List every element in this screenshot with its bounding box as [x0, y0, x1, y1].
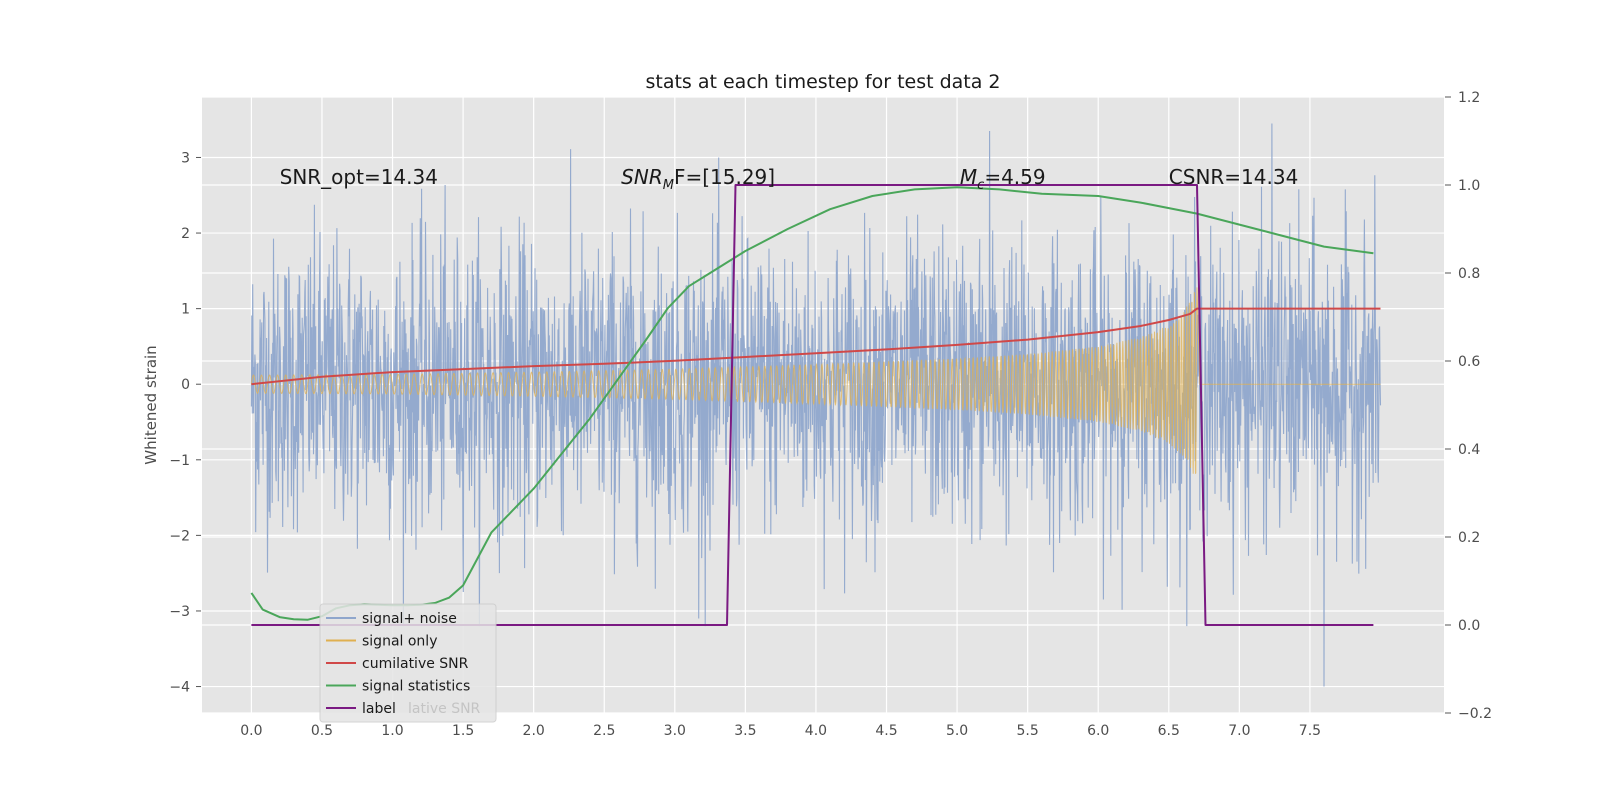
y-tick-label: −1	[169, 453, 190, 469]
legend-entry-label: signal only	[362, 634, 437, 650]
x-tick-label: 4.5	[875, 723, 897, 739]
chart-title: stats at each timestep for test data 2	[645, 71, 1000, 93]
x-tick-label: 7.5	[1299, 723, 1321, 739]
legend-entry-label: signal statistics	[362, 679, 470, 695]
series-cumulative-snr	[251, 307, 1381, 386]
annotation-text: SNRMF=[15.29]	[621, 165, 775, 193]
y-tick-label: −4	[169, 680, 190, 696]
annotations: SNR_opt=14.34 SNRMF=[15.29] Mc=4.59 CSNR=14…	[280, 165, 1299, 193]
x-tick-label: 4.0	[805, 723, 827, 739]
legend-entry-label: cumilative SNR	[362, 656, 469, 672]
y-tick-label: 0	[181, 377, 190, 393]
x-tick-label: 0.5	[311, 723, 333, 739]
x-tick-label: 5.5	[1017, 723, 1039, 739]
x-tick-label: 6.5	[1158, 723, 1180, 739]
annotation-text: CSNR=14.34	[1169, 165, 1299, 189]
x-tick-label: 2.0	[523, 723, 545, 739]
y2-tick-label: 0.6	[1458, 354, 1480, 370]
y2-tick-label: 1.2	[1458, 90, 1480, 106]
y2-tick-label: 1.0	[1458, 178, 1480, 194]
x-tick-label: 3.5	[734, 723, 756, 739]
y-tick-label: −3	[169, 604, 190, 620]
legend-entry-label: signal+ noise	[362, 611, 457, 627]
annotation-text: Mc=4.59	[960, 165, 1046, 193]
y2-tick-label: 0.4	[1458, 442, 1480, 458]
x-tick-label: 1.5	[452, 723, 474, 739]
legend-background-text: lative SNR	[408, 701, 481, 717]
y-tick-label: 2	[181, 226, 190, 242]
y-tick-label: −2	[169, 528, 190, 544]
y2-tick-label: −0.2	[1458, 706, 1492, 722]
y2-tick-label: 0.2	[1458, 530, 1480, 546]
series-signal-only	[250, 287, 1381, 474]
y-axis-label: Whitened strain	[142, 345, 160, 464]
legend-entry-label: label	[362, 701, 396, 717]
x-tick-label: 3.0	[664, 723, 686, 739]
x-tick-label: 6.0	[1087, 723, 1109, 739]
legend: lative SNR signal+ noise signal only cumila…	[319, 603, 497, 723]
x-tick-label: 2.5	[593, 723, 615, 739]
x-tick-label: 7.0	[1228, 723, 1250, 739]
axes: 0.0 0.5 1.0 1.5 2.0 2.5 3.0 3.5 4.0 4.5 5.0 5.5 6.0 6…	[169, 90, 1492, 739]
annotation-text: SNR_opt=14.34	[280, 165, 438, 189]
series-label	[251, 184, 1374, 626]
y2-tick-label: 0.8	[1458, 266, 1480, 282]
y-tick-label: 1	[181, 302, 190, 318]
y-tick-label: 3	[181, 150, 190, 166]
y2-tick-label: 0.0	[1458, 618, 1480, 634]
x-tick-label: 5.0	[946, 723, 968, 739]
x-tick-label: 0.0	[240, 723, 262, 739]
legend-box	[319, 603, 497, 723]
x-tick-label: 1.0	[381, 723, 403, 739]
